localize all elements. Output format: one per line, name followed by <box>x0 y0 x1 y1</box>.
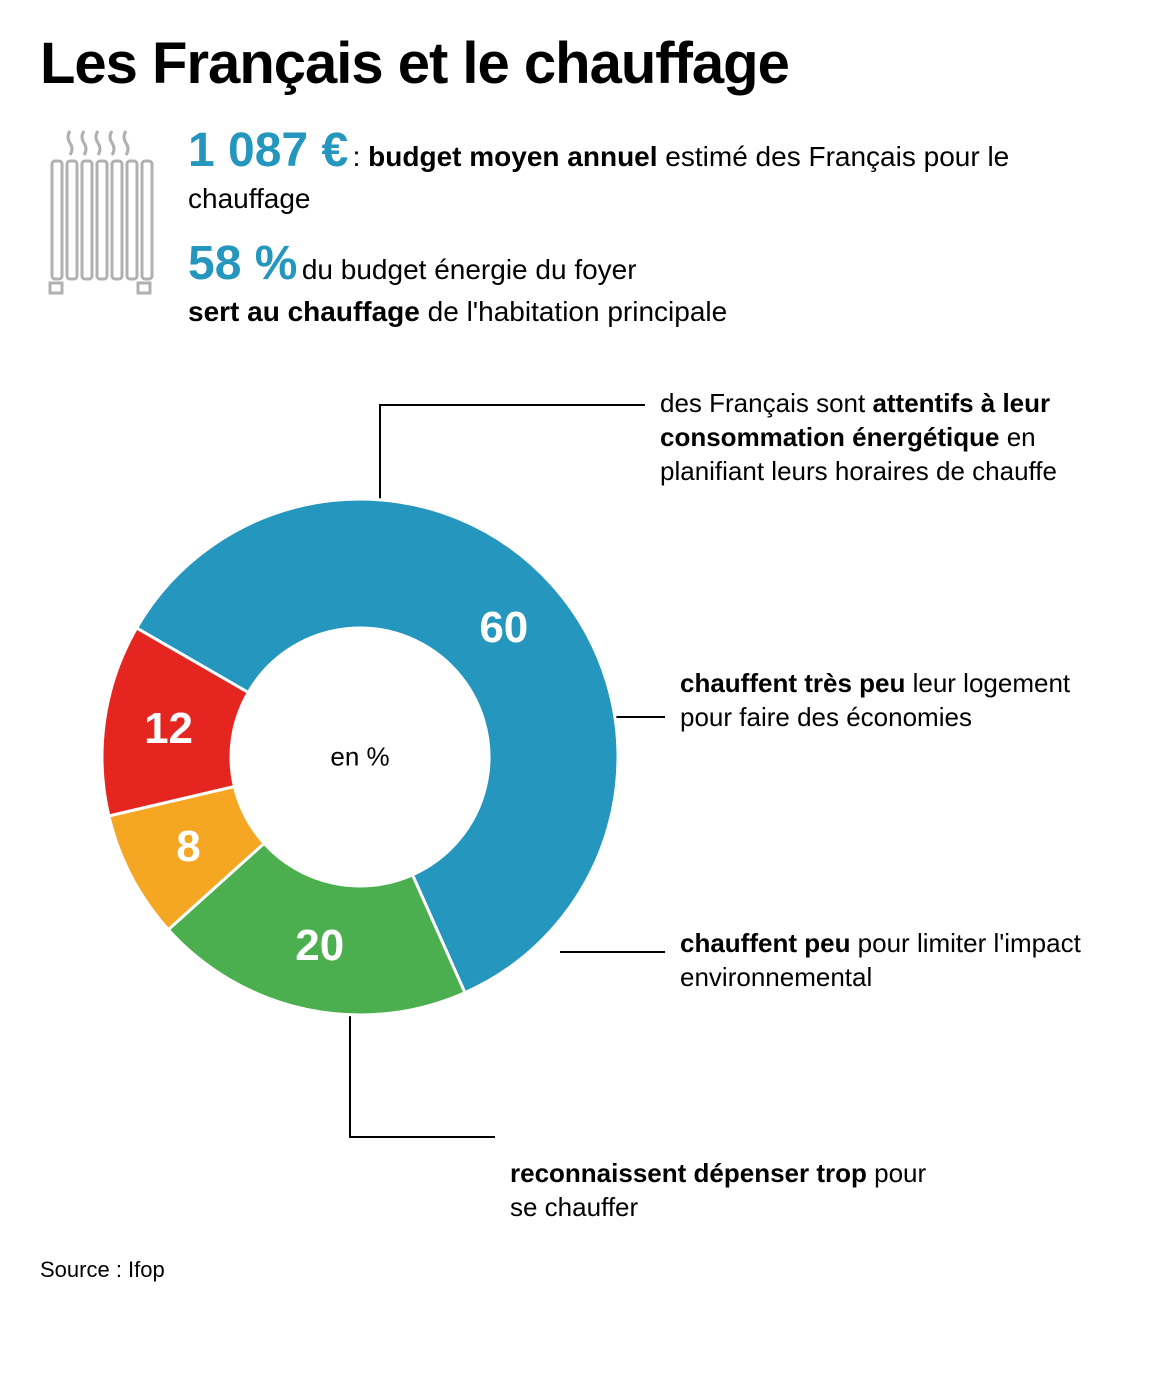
callout-4: reconnaissent dépenser trop pour se chau… <box>510 1157 950 1225</box>
page-title: Les Français et le chauffage <box>40 30 1110 97</box>
stats-block: 1 087 € : budget moyen annuel estimé des… <box>40 121 1110 347</box>
slice-label: 12 <box>144 704 193 754</box>
callout-1: des Français sont attentifs à leur conso… <box>660 387 1100 488</box>
stat-text: de l'habitation principale <box>420 296 727 327</box>
source-label: Source : Ifop <box>40 1257 1110 1283</box>
donut-chart: en % 60 20 8 12 <box>100 497 620 1017</box>
callout-bold: reconnaissent dépenser trop <box>510 1158 867 1188</box>
stat-value-percent: 58 % <box>188 237 297 290</box>
callout-3: chauffent peu pour limiter l'impact envi… <box>680 927 1110 995</box>
stat-text: : <box>353 141 369 172</box>
stat-value-budget: 1 087 € <box>188 124 348 177</box>
stat-line-2: 58 % du budget énergie du foyer sert au … <box>188 234 1110 329</box>
slice-label: 60 <box>479 603 528 653</box>
chart-area: en % 60 20 8 12 des Français sont attentifs… <box>40 387 1110 1257</box>
callout-text: des Français sont <box>660 388 872 418</box>
callout-bold: chauffent très peu <box>680 668 905 698</box>
slice-label: 20 <box>295 921 344 971</box>
callout-2: chauffent très peu leur logement pour fa… <box>680 667 1110 735</box>
stat-text: du budget énergie du foyer <box>302 254 637 285</box>
stat-text-bold: budget moyen annuel <box>368 141 657 172</box>
donut-center-label: en % <box>330 742 389 773</box>
slice-label: 8 <box>176 822 200 872</box>
stat-text-bold: sert au chauffage <box>188 296 420 327</box>
stat-line-1: 1 087 € : budget moyen annuel estimé des… <box>188 121 1110 216</box>
callout-bold: chauffent peu <box>680 928 850 958</box>
stat-lines: 1 087 € : budget moyen annuel estimé des… <box>188 121 1110 347</box>
radiator-icon <box>40 127 160 302</box>
